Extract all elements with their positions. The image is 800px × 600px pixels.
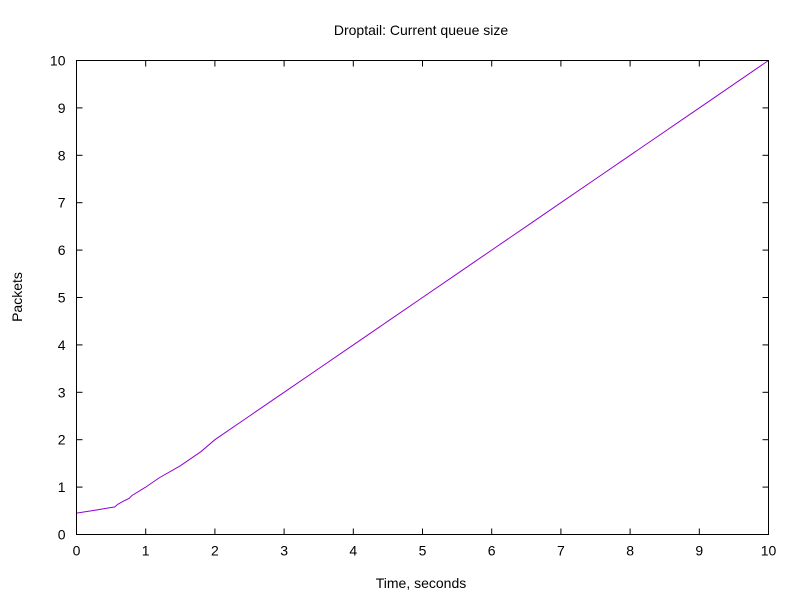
y-tick-label: 9 (58, 100, 66, 116)
y-tick-label: 0 (58, 527, 66, 543)
chart-title: Droptail: Current queue size (334, 22, 509, 38)
x-tick-label: 7 (557, 543, 565, 559)
x-tick-label: 4 (349, 543, 357, 559)
x-tick-label: 5 (419, 543, 427, 559)
x-tick-label: 3 (280, 543, 288, 559)
y-tick-label: 2 (58, 432, 66, 448)
y-axis-label: Packets (9, 272, 25, 322)
plot-frame (76, 60, 769, 535)
y-tick-label: 10 (50, 53, 66, 69)
x-tick-label: 10 (761, 543, 777, 559)
y-tick-label: 1 (58, 479, 66, 495)
y-tick-label: 8 (58, 147, 66, 163)
y-tick-label: 7 (58, 195, 66, 211)
x-tick-label: 9 (695, 543, 703, 559)
x-tick-label: 0 (73, 543, 81, 559)
x-tick-label: 8 (626, 543, 634, 559)
series-layer (76, 60, 769, 514)
y-tick-label: 4 (58, 337, 66, 353)
x-axis-label: Time, seconds (376, 575, 467, 591)
x-tick-label: 1 (142, 543, 150, 559)
x-tick-label: 6 (488, 543, 496, 559)
y-tick-label: 3 (58, 384, 66, 400)
y-tick-label: 6 (58, 242, 66, 258)
x-tick-label: 2 (211, 543, 219, 559)
series-line (76, 60, 769, 514)
axis-tick-labels: 0 1 2 3 4 5 6 7 8 9 10 0 1 2 3 4 5 6 7 8 9 10 (50, 53, 777, 559)
y-tick-label: 5 (58, 290, 66, 306)
